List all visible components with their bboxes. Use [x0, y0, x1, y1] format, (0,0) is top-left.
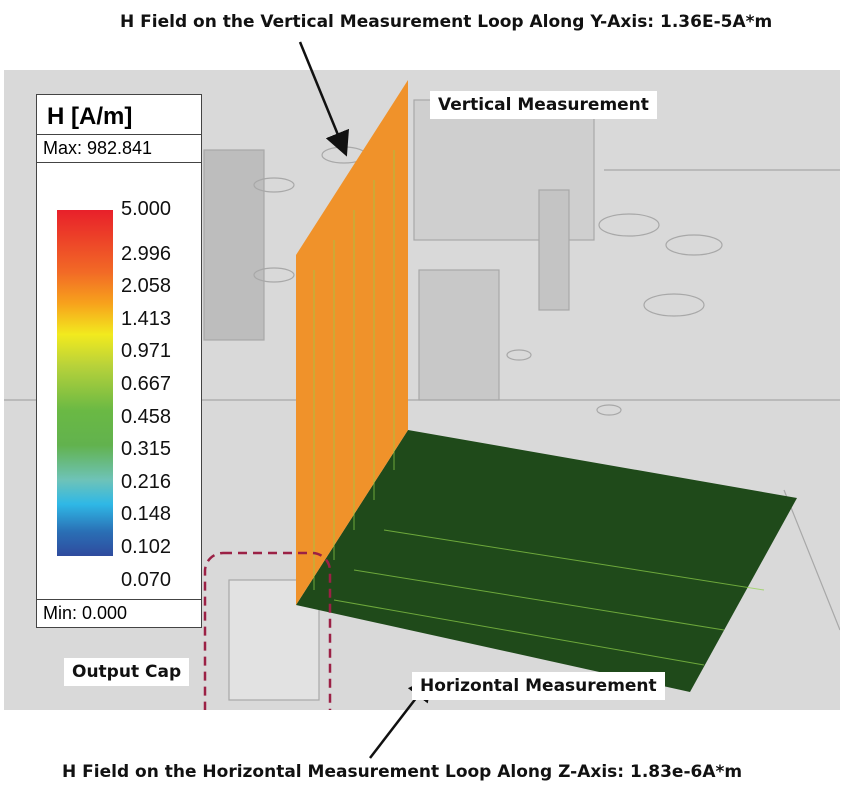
legend-title: H [A/m]: [37, 95, 201, 135]
horizontal-measurement-label: Horizontal Measurement: [412, 672, 665, 700]
color-legend: H [A/m] Max: 982.841 5.000 2.996 2.058 1…: [36, 94, 202, 628]
legend-tick: 0.148: [121, 503, 172, 526]
legend-tick: 2.996: [121, 242, 172, 265]
legend-tick: 2.058: [121, 275, 172, 298]
scene-svg: [4, 80, 840, 710]
vector-field-arrows: [313, 150, 765, 666]
color-scale-bar: [57, 210, 113, 556]
legend-tick: 0.070: [121, 568, 172, 591]
legend-ticks: 5.000 2.996 2.058 1.413 0.971 0.667 0.45…: [121, 193, 171, 596]
output-cap-highlight: [203, 551, 332, 710]
bottom-title: H Field on the Horizontal Measurement Lo…: [62, 762, 743, 782]
legend-tick: 0.102: [121, 535, 172, 558]
top-title: H Field on the Vertical Measurement Loop…: [120, 12, 773, 32]
legend-tick: 0.667: [121, 372, 172, 395]
background-geometry: [4, 99, 840, 701]
legend-tick: 0.458: [121, 405, 172, 428]
horizontal-measurement-plane: [296, 430, 797, 692]
legend-tick: 0.315: [121, 438, 172, 461]
legend-min: Min: 0.000: [37, 599, 201, 627]
legend-tick: 0.216: [121, 470, 172, 493]
output-cap-label: Output Cap: [64, 658, 190, 686]
legend-tick: 1.413: [121, 307, 172, 330]
vertical-measurement-plane: [296, 80, 408, 605]
legend-tick: 5.000: [121, 198, 172, 220]
vertical-measurement-label: Vertical Measurement: [430, 91, 657, 119]
legend-max: Max: 982.841: [37, 135, 201, 163]
legend-tick: 0.971: [121, 340, 172, 363]
